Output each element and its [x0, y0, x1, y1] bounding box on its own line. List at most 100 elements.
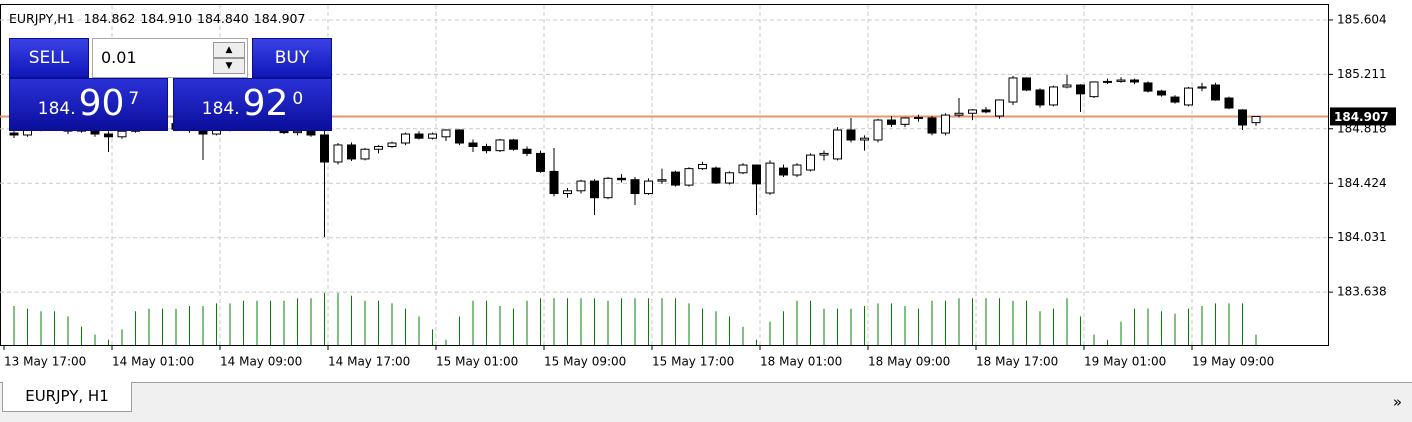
y-tick-label: 185.604 [1337, 12, 1387, 26]
tab-bar: EURJPY, H1 » [0, 382, 1412, 422]
x-tick-label: 19 May 09:00 [1192, 355, 1274, 369]
spin-down[interactable]: ▼ [213, 58, 245, 74]
candle-body [1238, 109, 1247, 126]
candle-body [482, 145, 491, 152]
candle-body [1022, 77, 1031, 91]
candle-body [779, 167, 788, 176]
candle-body [981, 109, 991, 113]
x-tick-label: 18 May 17:00 [976, 355, 1058, 369]
candle-body [509, 139, 518, 150]
price-pip: 7 [128, 89, 140, 109]
candle-body [360, 148, 370, 160]
candle-body [711, 167, 721, 184]
candle-body [738, 164, 748, 174]
candle-body [1049, 86, 1058, 106]
ohlc-high: 184.910 [140, 11, 193, 26]
y-tick-label: 183.638 [1337, 285, 1387, 299]
candle-body [1143, 82, 1153, 92]
candle-body [522, 148, 532, 154]
candle-body [860, 137, 869, 141]
price-big: 92 [242, 83, 289, 124]
candle-body [536, 152, 545, 172]
candle-body [1251, 115, 1261, 124]
candle-body [644, 180, 653, 195]
sell-button[interactable]: SELL [9, 38, 89, 78]
x-tick-label: 14 May 09:00 [220, 355, 302, 369]
candle-body [563, 190, 572, 195]
candle-body [1035, 89, 1045, 106]
price-small: 184. [201, 99, 240, 119]
candle-body [1197, 86, 1207, 89]
candle-body [698, 163, 707, 170]
plot-frame [0, 4, 1329, 346]
x-tick-label: 13 May 17:00 [4, 355, 86, 369]
x-tick-label: 19 May 01:00 [1084, 355, 1166, 369]
x-tick-label: 18 May 09:00 [868, 355, 950, 369]
candle-body [806, 154, 815, 171]
candle-body [374, 145, 383, 150]
candle-body [819, 152, 829, 156]
lot-input-box: ▲ ▼ [92, 38, 248, 78]
candle-body [1184, 87, 1193, 106]
sell-price[interactable]: 184. 90 7 [9, 78, 168, 131]
candle-body [1076, 84, 1085, 95]
symbol: EURJPY,H1 [9, 11, 75, 26]
x-tick-label: 14 May 01:00 [112, 355, 194, 369]
candle-body [900, 117, 910, 125]
candle-body [1157, 90, 1166, 96]
candle-body [995, 99, 1004, 117]
candle-body [347, 144, 356, 160]
candle-body [576, 180, 586, 192]
chart-tab[interactable]: EURJPY, H1 [2, 382, 132, 412]
current-price-label: 184.907 [1334, 110, 1389, 124]
current-price-box [1330, 107, 1396, 126]
more-tabs[interactable]: » [1392, 393, 1402, 411]
chart: 13 May 17:00 14 May 01:00 14 May 09:00 14 M… [0, 4, 1396, 369]
candle-body [320, 134, 329, 163]
price-pip: 0 [292, 89, 304, 109]
candle-body [671, 171, 680, 186]
spin-up[interactable]: ▲ [213, 42, 245, 58]
price-big: 90 [78, 83, 125, 124]
candle-body [306, 130, 316, 136]
candle-body [792, 164, 802, 176]
candle-body [630, 179, 640, 195]
candle-body [846, 129, 856, 141]
x-tick-label: 18 May 01:00 [760, 355, 842, 369]
candle-body [549, 170, 559, 195]
candle-body [968, 109, 977, 114]
x-tick-label: 15 May 09:00 [544, 355, 626, 369]
x-tick-label: 14 May 17:00 [328, 355, 410, 369]
buy-price[interactable]: 184. 92 0 [173, 78, 332, 131]
candle-body [1224, 97, 1234, 109]
candle-body [954, 112, 964, 116]
candle-body [441, 129, 451, 138]
ohlc-low: 184.840 [197, 11, 249, 26]
candle-body [428, 133, 437, 139]
candle-body [1089, 81, 1099, 98]
candle-body [1130, 79, 1139, 83]
candle-body [9, 132, 19, 136]
candle-body [617, 177, 626, 181]
lot-input[interactable] [99, 47, 213, 68]
ohlc-close: 184.907 [253, 11, 306, 26]
candle-body [657, 179, 667, 182]
candle-body [1170, 96, 1180, 103]
buy-button[interactable]: BUY [252, 38, 332, 78]
candle-body [941, 114, 950, 134]
x-tick-label: 15 May 17:00 [652, 355, 734, 369]
candle-body [1116, 79, 1126, 82]
y-tick-label: 184.424 [1337, 176, 1387, 190]
candle-body [293, 130, 302, 134]
candle-body [1008, 77, 1018, 103]
y-tick-label: 184.031 [1337, 230, 1387, 244]
candle-body [387, 142, 397, 147]
candle-body [333, 144, 343, 163]
candle-body [414, 133, 424, 139]
candle-body [495, 139, 505, 152]
price-small: 184. [37, 99, 76, 119]
candle-body [887, 119, 896, 125]
candle-body [1062, 84, 1072, 88]
candle-body [1211, 84, 1220, 101]
